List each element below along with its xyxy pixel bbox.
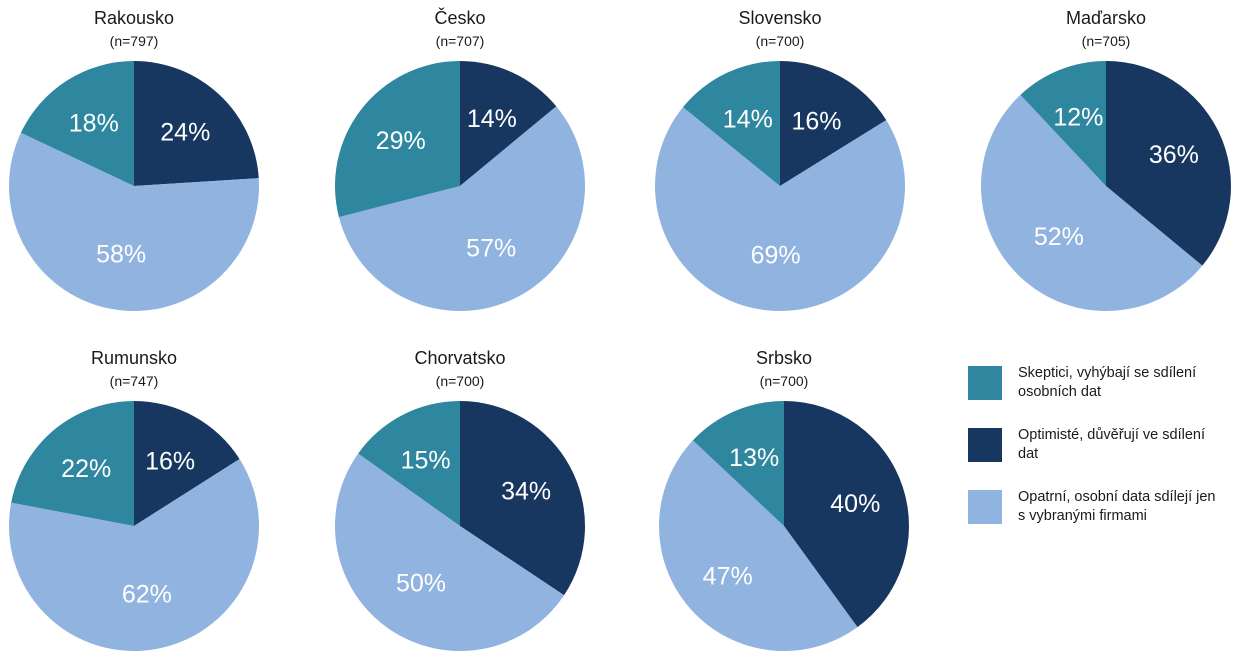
slice-label-skeptici: 22% — [61, 455, 111, 483]
slice-skeptici — [11, 400, 135, 526]
slice-label-opatrni: 69% — [751, 242, 801, 270]
pie-4: 16% 62% 22% Rumunsko (n=747) — [8, 348, 259, 651]
slice-opatrni — [655, 107, 906, 311]
slice-label-optimiste: 16% — [145, 447, 195, 475]
slice-opatrni — [338, 106, 586, 312]
slice-skeptici — [335, 61, 460, 218]
legend-label-opatrni: Opatrní, osobní data sdílejí jen s vybra… — [1018, 489, 1216, 524]
slice-skeptici — [1020, 61, 1106, 186]
slice-label-optimiste: 40% — [830, 490, 880, 518]
pie-1: 14% 57% 29% Česko (n=707) — [335, 7, 586, 312]
pie-sample-size: (n=700) — [760, 373, 809, 389]
slice-label-skeptici: 18% — [69, 110, 119, 138]
pie-title: Srbsko — [756, 348, 812, 368]
slice-label-opatrni: 47% — [703, 563, 753, 591]
legend-swatch-skeptici — [968, 366, 1002, 400]
pie-2: 16% 69% 14% Slovensko (n=700) — [655, 8, 906, 311]
slice-label-opatrni: 62% — [122, 581, 172, 609]
slice-optimiste — [780, 61, 887, 186]
pie-sample-size: (n=705) — [1082, 33, 1131, 49]
legend-label-skeptici: Skeptici, vyhýbají se sdílení osobních d… — [1018, 365, 1197, 400]
slice-label-opatrni: 58% — [96, 241, 146, 269]
slice-optimiste — [460, 61, 557, 186]
slice-label-optimiste: 34% — [501, 478, 551, 506]
slice-label-opatrni: 57% — [466, 234, 516, 262]
slice-label-skeptici: 12% — [1053, 103, 1103, 131]
pie-sample-size: (n=700) — [436, 373, 485, 389]
slice-label-skeptici: 14% — [723, 105, 773, 133]
slice-label-optimiste: 14% — [467, 105, 517, 133]
pie-sample-size: (n=707) — [436, 33, 485, 49]
slice-optimiste — [134, 401, 240, 526]
legend-item-optimiste: Optimisté, důvěřují ve sdílení dat — [968, 426, 1228, 488]
slice-optimiste — [1106, 61, 1231, 266]
pie-6: 40% 47% 13% Srbsko (n=700) — [658, 348, 910, 652]
legend: Skeptici, vyhýbají se sdílení osobních d… — [968, 364, 1228, 550]
slice-optimiste — [460, 401, 585, 596]
slice-skeptici — [358, 401, 460, 526]
slice-label-opatrni: 52% — [1034, 223, 1084, 251]
legend-label-optimiste: Optimisté, důvěřují ve sdílení dat — [1018, 427, 1205, 462]
legend-swatch-opatrni — [968, 490, 1002, 524]
slice-opatrni — [334, 453, 565, 652]
slice-optimiste — [784, 401, 910, 628]
slice-label-optimiste: 16% — [791, 108, 841, 136]
pie-3: 36% 52% 12% Maďarsko (n=705) — [980, 8, 1231, 312]
slice-opatrni — [8, 459, 259, 651]
slice-opatrni — [8, 132, 259, 312]
slice-label-skeptici: 29% — [376, 127, 426, 155]
pie-title: Rakousko — [94, 8, 174, 28]
slice-opatrni — [658, 440, 858, 652]
pie-title: Slovensko — [738, 8, 821, 28]
legend-item-opatrni: Opatrní, osobní data sdílejí jen s vybra… — [968, 488, 1228, 550]
slice-optimiste — [134, 61, 259, 186]
slice-label-optimiste: 36% — [1149, 141, 1199, 169]
slice-label-opatrni: 50% — [396, 570, 446, 598]
pie-title: Chorvatsko — [414, 348, 505, 368]
pie-title: Rumunsko — [91, 348, 177, 368]
pie-5: 34% 50% 15% Chorvatsko (n=700) — [334, 348, 585, 652]
slice-opatrni — [980, 94, 1203, 312]
legend-item-skeptici: Skeptici, vyhýbají se sdílení osobních d… — [968, 364, 1228, 426]
slice-skeptici — [20, 61, 134, 186]
pie-title: Česko — [434, 7, 485, 28]
pie-0: 24% 58% 18% Rakousko (n=797) — [8, 8, 259, 312]
slice-label-optimiste: 24% — [160, 118, 210, 146]
pie-title: Maďarsko — [1066, 8, 1146, 28]
pie-sample-size: (n=700) — [756, 33, 805, 49]
pie-sample-size: (n=797) — [110, 33, 159, 49]
legend-swatch-optimiste — [968, 428, 1002, 462]
slice-label-skeptici: 15% — [401, 446, 451, 474]
slice-label-skeptici: 13% — [729, 444, 779, 472]
pie-sample-size: (n=747) — [110, 373, 159, 389]
slice-skeptici — [692, 401, 784, 526]
slice-skeptici — [682, 61, 780, 186]
